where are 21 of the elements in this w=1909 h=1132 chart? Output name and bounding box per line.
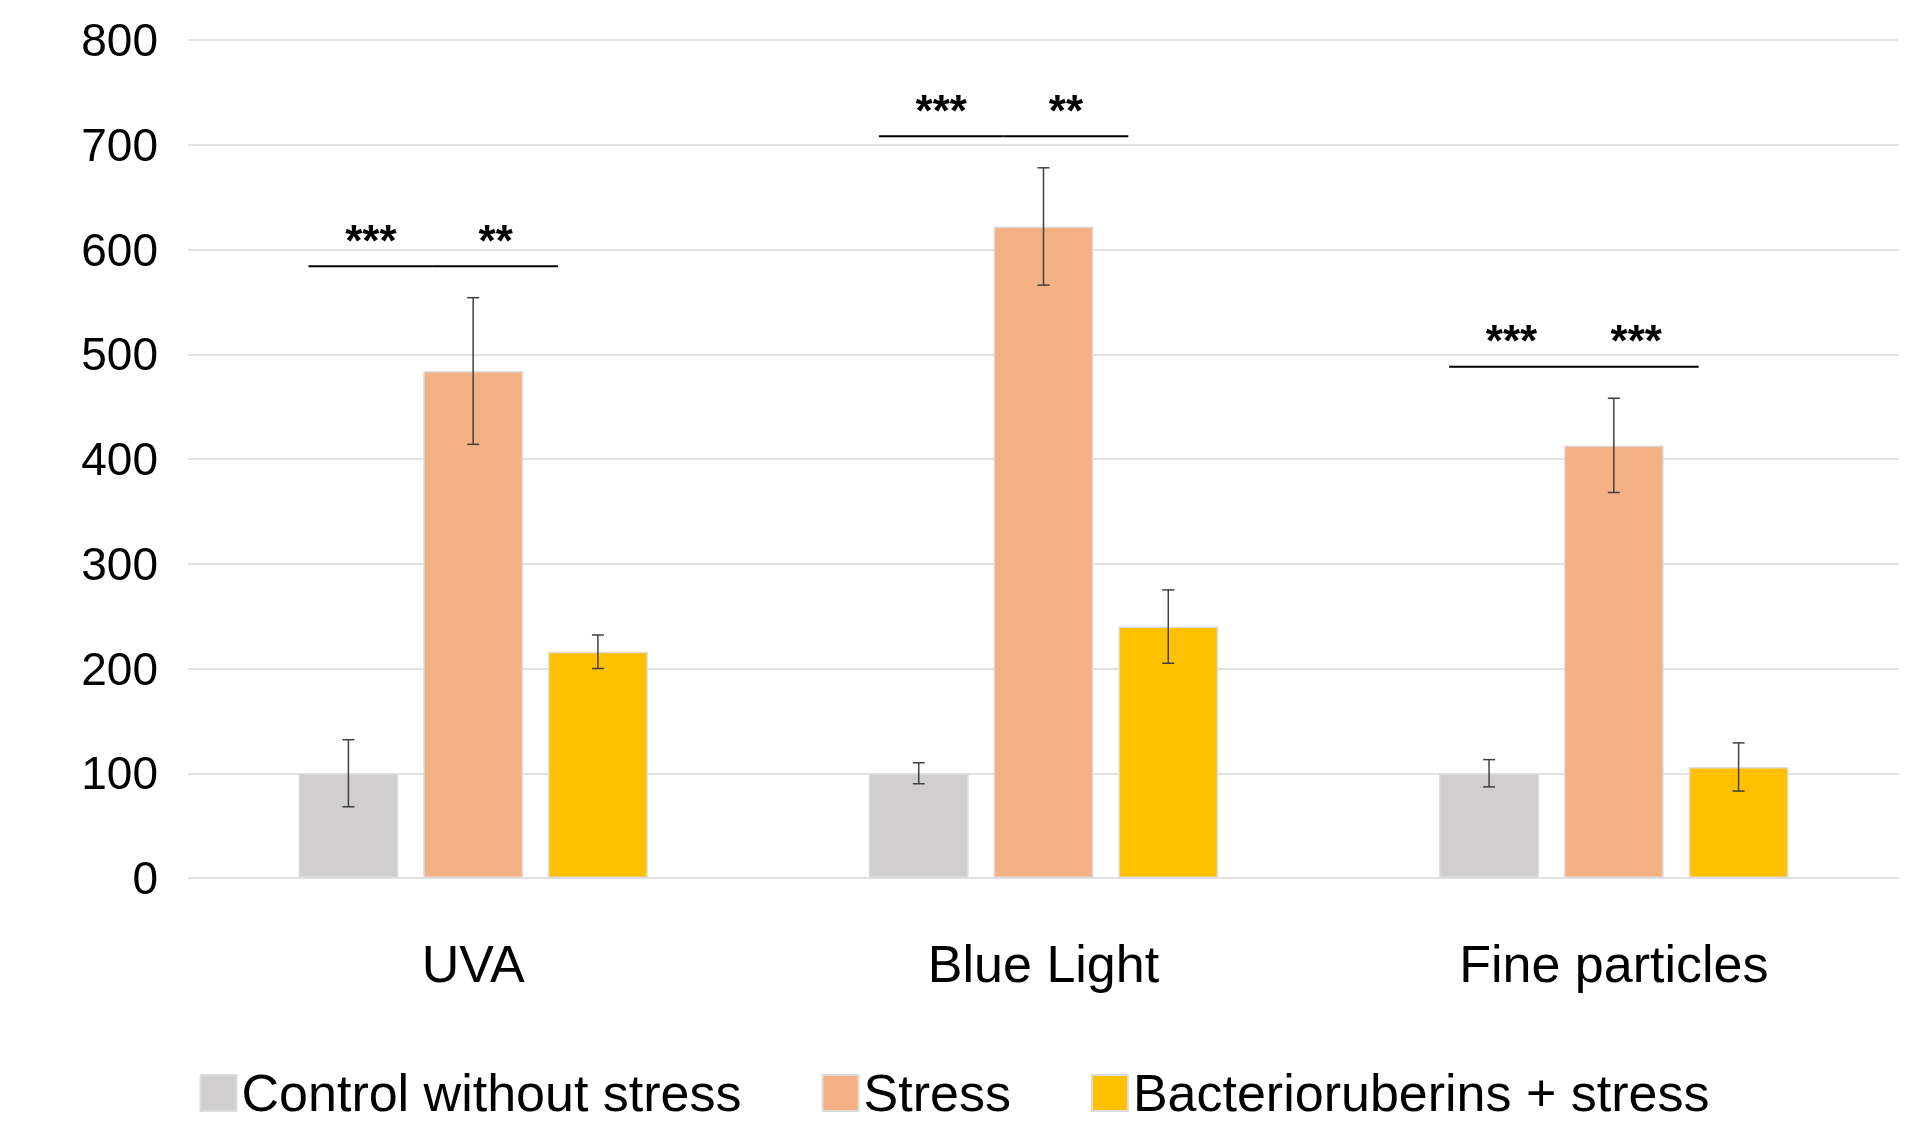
x-tick-label: UVA [421,935,526,993]
annotation: *** [915,85,968,135]
y-tick-label: 300 [81,537,158,590]
y-tick-label: 600 [81,223,158,276]
x-tick-label: Blue Light [927,935,1160,993]
legend-label: Stress [863,1064,1011,1122]
y-tick-label: 700 [81,118,158,171]
x-tick-label: Fine particles [1459,935,1769,993]
y-tick-label: 100 [81,747,158,800]
annotation: *** [1610,316,1663,366]
annotation: *** [1485,316,1539,366]
legend-label: Bacterioruberins + stress [1132,1064,1710,1122]
y-tick-label: 200 [81,642,158,695]
annotation: *** [345,215,398,265]
annotation: ** [1048,85,1084,135]
annotation: ** [478,215,514,265]
y-tick-label: 0 [132,852,158,904]
y-tick-label: 500 [81,328,158,381]
y-tick-label: 400 [81,433,158,485]
legend-label: Control without stress [241,1064,742,1122]
y-tick-label: 800 [81,14,158,66]
